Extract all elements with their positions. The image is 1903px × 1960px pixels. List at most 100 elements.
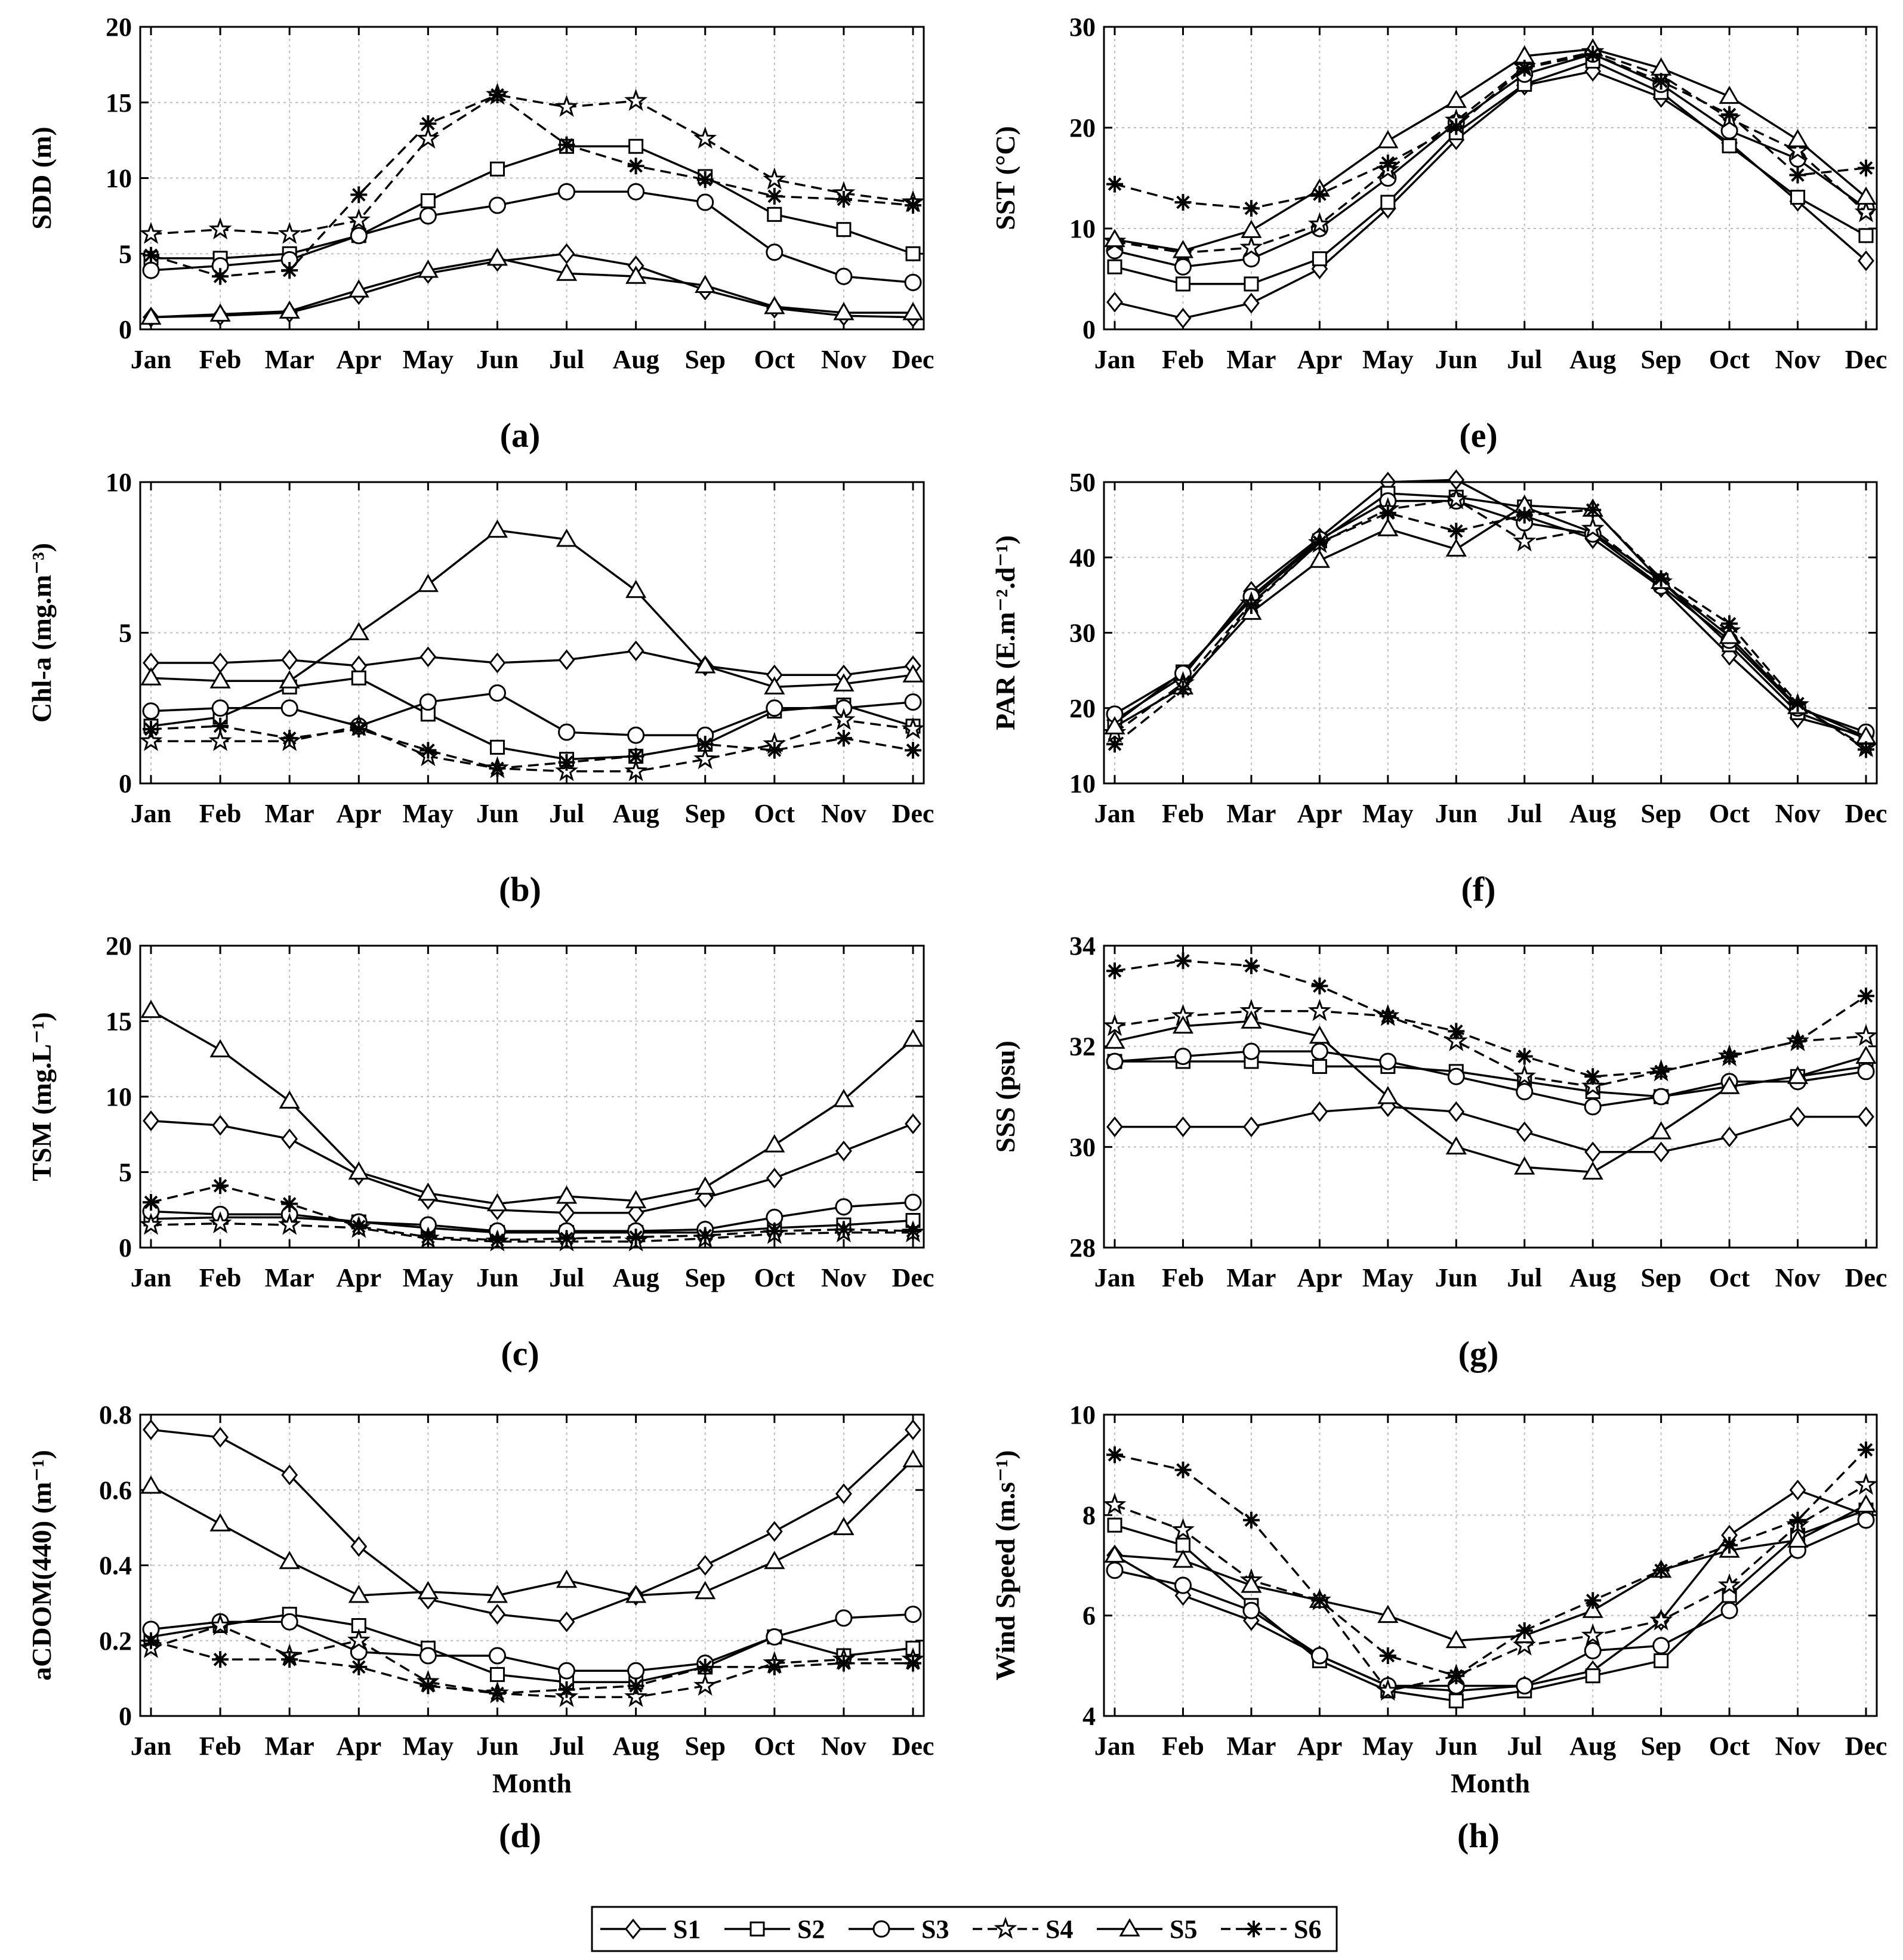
x-tick-label: Jan xyxy=(1094,1263,1135,1292)
data-point-S4 xyxy=(763,167,787,190)
data-point-S6 xyxy=(1789,695,1806,712)
data-point-S3 xyxy=(1516,1677,1534,1694)
x-tick-label: Mar xyxy=(265,345,314,374)
data-point-S5 xyxy=(209,1513,231,1532)
data-point-S4 xyxy=(693,747,717,770)
data-point-S4 xyxy=(1717,1573,1741,1595)
data-point-S6 xyxy=(212,1177,229,1194)
data-point-S2 xyxy=(351,670,366,686)
x-tick-label: Feb xyxy=(1162,345,1204,374)
series-line-S4 xyxy=(151,719,914,773)
data-point-S6 xyxy=(1242,957,1260,974)
data-point-S6 xyxy=(1174,1461,1192,1479)
x-tick-label: Mar xyxy=(265,1731,314,1761)
data-point-S5 xyxy=(209,1039,231,1058)
y-tick-label: 0 xyxy=(119,315,132,344)
grid-lines xyxy=(1104,945,1877,1248)
data-point-S1 xyxy=(558,1202,575,1224)
x-tick-label: Jun xyxy=(476,345,519,374)
chart-panel-e: 0 10 20 30 Jan Feb Mar Apr May Jun Jul Aug Sep Oct Nov… xyxy=(990,13,1887,455)
data-point-S5 xyxy=(1582,1161,1603,1180)
data-point-S1 xyxy=(1652,1141,1670,1163)
data-point-S1 xyxy=(558,1611,575,1632)
series-line-S2 xyxy=(150,1216,914,1234)
data-point-S3 xyxy=(1174,1048,1192,1066)
series-line-S4 xyxy=(150,1624,913,1699)
x-tick-label: May xyxy=(403,799,454,828)
x-tick-label: Aug xyxy=(613,1731,659,1761)
data-point-S5 xyxy=(1719,1076,1740,1094)
data-point-S5 xyxy=(486,519,508,538)
data-point-S6 xyxy=(1448,1667,1465,1684)
series-line-S6 xyxy=(1114,1449,1867,1677)
series-line-S5 xyxy=(1114,1504,1867,1642)
data-point-S6 xyxy=(143,1632,159,1649)
data-point-S5 xyxy=(1855,186,1877,205)
x-tick-label: Mar xyxy=(1226,345,1276,374)
y-tick-label: 8 xyxy=(1082,1501,1096,1530)
data-point-S6 xyxy=(1858,741,1874,758)
data-point-S5 xyxy=(1104,1030,1125,1049)
data-point-S5 xyxy=(833,1517,855,1535)
data-point-S3 xyxy=(766,699,784,717)
series-S5 xyxy=(1104,495,1877,745)
data-point-S4 xyxy=(1444,487,1468,510)
data-point-S5 xyxy=(556,263,578,281)
chart-panel-f: 10 20 30 40 50 Jan Feb Mar Apr May Jun Jul Aug Sep Oct… xyxy=(990,468,1887,909)
data-point-S3 xyxy=(211,699,229,717)
data-point-S5 xyxy=(1651,1121,1672,1140)
data-point-S5 xyxy=(209,670,231,689)
grid-lines xyxy=(1104,481,1877,784)
x-tick-label: Aug xyxy=(1569,799,1616,828)
data-point-S1 xyxy=(627,1202,644,1224)
data-point-S3 xyxy=(1242,1601,1260,1619)
series-line-S5 xyxy=(150,257,913,319)
series-S3 xyxy=(1106,45,1875,276)
series-S3 xyxy=(1106,1511,1875,1694)
data-point-S2 xyxy=(836,222,852,237)
data-point-S2 xyxy=(767,206,782,222)
x-tick-label: Jun xyxy=(1435,345,1478,374)
plot-frame xyxy=(1103,944,1878,1249)
x-tick-label: Dec xyxy=(892,345,934,374)
chart-panel-b: 0 5 10 Jan Feb Mar Apr May Jun Jul Aug Sep Oct Nov Dec… xyxy=(26,468,934,909)
data-point-S3 xyxy=(766,1628,784,1646)
data-point-S6 xyxy=(143,721,159,738)
data-point-S1 xyxy=(143,1110,159,1131)
series-S4 xyxy=(139,82,925,244)
data-point-S6 xyxy=(1652,1063,1670,1080)
x-tick-label: Apr xyxy=(1297,345,1342,374)
series-S3 xyxy=(1106,1042,1875,1116)
y-tick-label: 32 xyxy=(1069,1032,1096,1061)
data-point-S4 xyxy=(624,1684,648,1708)
data-point-S1 xyxy=(1448,469,1465,490)
x-tick-label: Apr xyxy=(1297,1263,1342,1292)
x-tick-label: Jul xyxy=(549,1263,584,1292)
x-tick-label: May xyxy=(403,1263,454,1292)
data-point-S1 xyxy=(281,1128,298,1150)
data-point-S5 xyxy=(695,655,716,674)
data-point-S4 xyxy=(1581,1623,1605,1646)
y-tick-label: 28 xyxy=(1069,1233,1096,1263)
data-point-S1 xyxy=(835,1140,852,1162)
data-point-S1 xyxy=(212,1115,229,1136)
data-point-S6 xyxy=(696,1658,714,1675)
x-tick-label: Aug xyxy=(613,1263,659,1292)
plot-frame xyxy=(139,481,925,785)
x-tick-label: Jul xyxy=(1507,1263,1542,1292)
legend-marker-S3 xyxy=(872,1920,890,1938)
series-line-S6 xyxy=(150,1184,914,1242)
y-axis-label: Wind Speed (m.s⁻¹) xyxy=(990,1450,1020,1680)
series-S1 xyxy=(1106,60,1874,329)
legend: S1 S2 S3 S4 S5 S6 xyxy=(591,1906,1338,1952)
data-point-S4 xyxy=(1376,1678,1400,1701)
x-tick-label: Oct xyxy=(1709,1263,1750,1292)
data-point-S3 xyxy=(835,1198,853,1216)
y-tick-label: 10 xyxy=(1069,214,1096,243)
series-line-S3 xyxy=(1114,499,1867,733)
data-point-S2 xyxy=(1585,1668,1600,1684)
data-point-S6 xyxy=(1242,597,1260,614)
x-tick-label: May xyxy=(1362,1731,1414,1761)
data-point-S6 xyxy=(905,742,921,759)
plot-frame xyxy=(139,26,925,331)
